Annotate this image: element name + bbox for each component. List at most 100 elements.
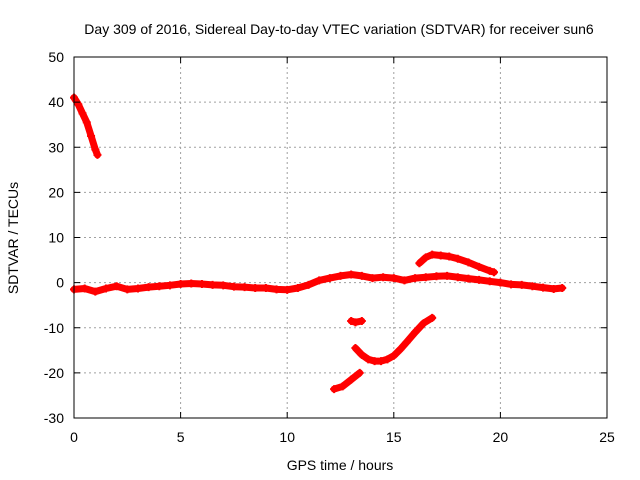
data-point xyxy=(293,284,302,293)
data-point xyxy=(507,280,516,289)
data-series xyxy=(330,368,364,394)
grid xyxy=(74,57,607,418)
data-point xyxy=(419,319,428,328)
data-point xyxy=(411,328,420,337)
data-point xyxy=(347,375,356,384)
data-point xyxy=(485,277,494,286)
data-point xyxy=(485,266,494,275)
data-series xyxy=(70,270,567,296)
data-point xyxy=(165,281,174,290)
y-tick-label: -30 xyxy=(44,410,64,426)
data-point xyxy=(453,254,462,263)
data-point xyxy=(325,274,334,283)
data-point xyxy=(528,282,537,291)
data-point xyxy=(415,259,424,268)
y-tick-label: -10 xyxy=(44,320,64,336)
data-point xyxy=(402,338,411,347)
data-point xyxy=(144,283,153,292)
data-point xyxy=(91,287,100,296)
data-point xyxy=(517,280,526,289)
data-series xyxy=(347,316,366,327)
y-tick-label: 50 xyxy=(48,49,64,65)
data-point xyxy=(400,276,409,285)
y-tick-label: -20 xyxy=(44,365,64,381)
data-point xyxy=(475,262,484,271)
data-point xyxy=(379,273,388,282)
data-point xyxy=(351,344,360,353)
data-point xyxy=(549,284,558,293)
data-point xyxy=(389,351,398,360)
data-point xyxy=(251,284,260,293)
data-point xyxy=(464,258,473,267)
data-point xyxy=(330,385,339,394)
data-point xyxy=(240,283,249,292)
data-point xyxy=(436,251,445,260)
x-tick-label: 25 xyxy=(599,429,615,445)
y-axis-label: SDTVAR / TECUs xyxy=(5,182,21,294)
data-point xyxy=(133,284,142,293)
data-point xyxy=(443,271,452,280)
data-point xyxy=(208,280,217,289)
x-tick-label: 15 xyxy=(386,429,402,445)
data-point xyxy=(464,274,473,283)
y-tick-label: 30 xyxy=(48,139,64,155)
data-point xyxy=(428,250,437,259)
data-series xyxy=(415,250,499,277)
chart-title: Day 309 of 2016, Sidereal Day-to-day VTE… xyxy=(84,21,594,37)
data-point xyxy=(176,279,185,288)
y-tick-label: 10 xyxy=(48,230,64,246)
axis-ticks xyxy=(73,56,608,419)
y-tick-label: 20 xyxy=(48,184,64,200)
data-point xyxy=(351,318,360,327)
x-tick-label: 10 xyxy=(279,429,295,445)
x-axis-label: GPS time / hours xyxy=(287,457,394,473)
data-point xyxy=(338,382,347,391)
data-point xyxy=(315,276,324,285)
data-point xyxy=(87,131,96,140)
data-point xyxy=(347,316,356,325)
data-point xyxy=(272,285,281,294)
x-tick-label: 20 xyxy=(493,429,509,445)
data-point xyxy=(445,252,454,261)
x-tick-label: 0 xyxy=(70,429,78,445)
data-point xyxy=(421,273,430,282)
data-point xyxy=(112,282,121,291)
tick-labels: 0 5 10 15 20 25 -30 -20 -10 0 10 20 30 40 50 xyxy=(44,49,615,445)
x-tick-label: 5 xyxy=(177,429,185,445)
data-point xyxy=(219,281,228,290)
data-point xyxy=(197,279,206,288)
data-point xyxy=(91,145,100,154)
data-point xyxy=(377,357,386,366)
data-point xyxy=(93,150,102,159)
data-point xyxy=(364,355,373,364)
data-point xyxy=(261,284,270,293)
data-point xyxy=(558,284,567,293)
data-point xyxy=(453,273,462,282)
series-trace xyxy=(330,369,364,393)
data-series xyxy=(351,313,437,366)
data-point xyxy=(368,274,377,283)
data-point xyxy=(78,109,87,118)
y-tick-label: 0 xyxy=(56,275,64,291)
data-point xyxy=(123,285,132,294)
data-point xyxy=(355,368,364,377)
data-point xyxy=(421,253,430,262)
data-point xyxy=(187,279,196,288)
data-point xyxy=(229,282,238,291)
data-marks xyxy=(70,93,567,394)
data-point xyxy=(490,268,499,277)
data-point xyxy=(428,313,437,322)
data-point xyxy=(496,278,505,287)
data-point xyxy=(304,280,313,289)
data-point xyxy=(357,350,366,359)
data-point xyxy=(475,275,484,284)
data-point xyxy=(383,355,392,364)
data-point xyxy=(389,274,398,283)
data-point xyxy=(539,283,548,292)
data-point xyxy=(396,345,405,354)
data-point xyxy=(283,285,292,294)
data-point xyxy=(411,274,420,283)
y-tick-label: 40 xyxy=(48,94,64,110)
